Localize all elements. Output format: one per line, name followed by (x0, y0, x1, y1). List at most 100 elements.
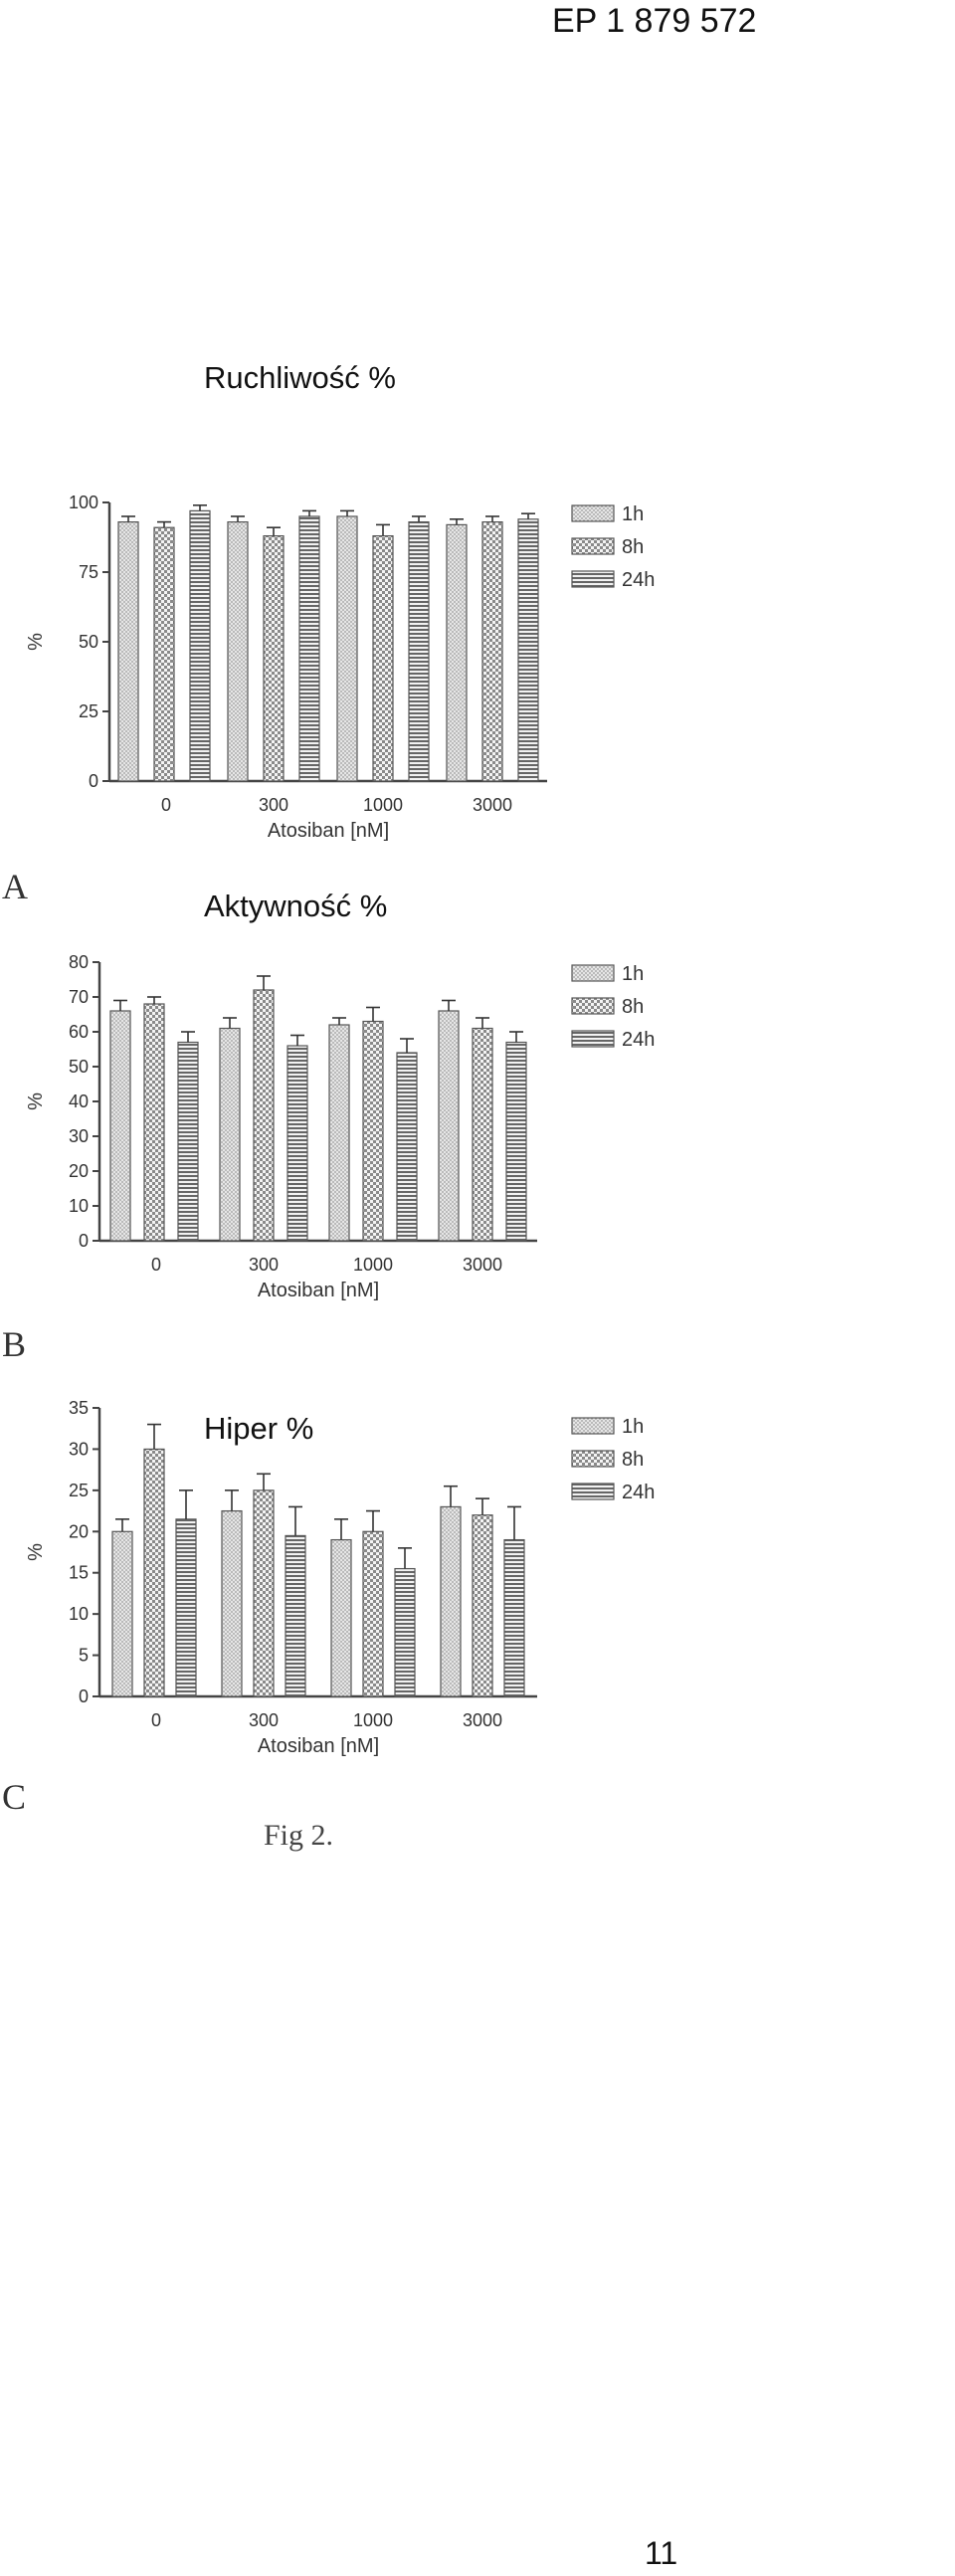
legend-label-1h: 1h (622, 503, 644, 525)
bar-8h-300 (253, 989, 275, 1242)
y-tick-label: 60 (69, 1022, 89, 1042)
legend-label-24h: 24h (622, 1482, 655, 1503)
panel-letter-b: B (2, 1324, 27, 1364)
bar-24h-1000 (394, 1567, 416, 1697)
y-tick-label: 20 (69, 1161, 89, 1181)
y-tick-label: 50 (69, 1057, 89, 1077)
bar-1h-3000 (440, 1505, 462, 1697)
bar-1h-0 (109, 1010, 131, 1242)
legend-swatch-1h (571, 964, 615, 982)
bar-8h-0 (143, 1003, 165, 1242)
bar-8h-3000 (481, 520, 503, 782)
bar-24h-300 (285, 1534, 306, 1697)
bar-1h-300 (219, 1027, 241, 1242)
y-axis-label: % (25, 633, 47, 651)
bar-8h-300 (253, 1489, 275, 1697)
legend-swatch-24h (571, 1483, 615, 1500)
y-tick-label: 70 (69, 987, 89, 1007)
y-tick-label: 30 (69, 1439, 89, 1459)
bar-24h-0 (175, 1518, 197, 1697)
bar-1h-3000 (446, 523, 468, 782)
legend-swatch-1h (571, 504, 615, 522)
x-tick-label: 3000 (463, 1255, 502, 1275)
y-tick-label: 25 (69, 1481, 89, 1500)
bar-1h-0 (111, 1530, 133, 1697)
bar-24h-1000 (408, 520, 430, 782)
x-tick-label: 1000 (353, 1255, 393, 1275)
chart-b-aktywnosc: 0 10 20 30 40 50 60 70 80% 0 300 1000 3000 Atosiban [… (25, 952, 655, 1301)
y-tick-label: 10 (69, 1604, 89, 1624)
bar-8h-1000 (362, 1020, 384, 1242)
y-tick-label: 10 (69, 1196, 89, 1216)
y-tick-label: 50 (79, 632, 98, 652)
figure-label: Fig 2. (264, 1819, 334, 1852)
x-tick-label: 0 (161, 795, 171, 815)
y-tick-label: 0 (79, 1686, 89, 1706)
bar-1h-1000 (336, 515, 358, 782)
x-tick-label: 1000 (363, 795, 403, 815)
y-tick-label: 25 (79, 701, 98, 721)
x-axis-label: Atosiban [nM] (258, 1280, 379, 1301)
legend-swatch-1h (571, 1417, 615, 1435)
legend-label-8h: 8h (622, 1449, 644, 1471)
x-tick-label: 300 (249, 1710, 279, 1730)
legend-swatch-8h (571, 997, 615, 1015)
bar-8h-300 (263, 534, 285, 782)
legend-label-8h: 8h (622, 536, 644, 558)
y-tick-label: 15 (69, 1563, 89, 1583)
bar-24h-3000 (503, 1538, 525, 1697)
x-tick-label: 300 (249, 1255, 279, 1275)
bar-24h-300 (298, 515, 320, 782)
legend-label-24h: 24h (622, 569, 655, 591)
bar-24h-3000 (505, 1041, 527, 1242)
chart-a-title: Ruchliwość % (204, 360, 396, 395)
bar-1h-3000 (438, 1010, 460, 1242)
bar-1h-300 (221, 1509, 243, 1697)
legend-label-1h: 1h (622, 963, 644, 985)
y-axis-label: % (25, 1092, 47, 1110)
x-tick-label: 3000 (463, 1710, 502, 1730)
bar-8h-3000 (472, 1514, 493, 1697)
page-number: 11 (645, 2535, 678, 2571)
y-tick-label: 40 (69, 1091, 89, 1111)
bar-1h-1000 (328, 1024, 350, 1242)
bar-24h-3000 (517, 518, 539, 782)
bar-8h-3000 (472, 1027, 493, 1242)
patent-number: EP 1 879 572 (552, 2, 757, 40)
bar-24h-0 (189, 509, 211, 782)
chart-b-title: Aktywność % (204, 889, 388, 923)
bar-24h-1000 (396, 1052, 418, 1242)
legend-label-1h: 1h (622, 1416, 644, 1438)
y-tick-label: 35 (69, 1398, 89, 1418)
y-tick-label: 75 (79, 562, 98, 582)
y-axis-label: % (25, 1543, 47, 1561)
y-tick-label: 5 (79, 1646, 89, 1666)
legend-swatch-8h (571, 537, 615, 555)
bar-8h-1000 (362, 1530, 384, 1697)
x-tick-label: 300 (259, 795, 288, 815)
y-tick-label: 100 (69, 493, 98, 512)
bar-24h-300 (286, 1045, 308, 1242)
x-axis-label: Atosiban [nM] (268, 820, 389, 842)
x-tick-label: 0 (151, 1255, 161, 1275)
legend-label-24h: 24h (622, 1029, 655, 1051)
y-tick-label: 80 (69, 952, 89, 972)
x-axis-label: Atosiban [nM] (258, 1735, 379, 1757)
chart-c-hiper: 0 5 10 15 20 25 30 35% 0 300 1000 3000 Atosiban [nM]… (25, 1398, 655, 1757)
bar-24h-0 (177, 1041, 199, 1242)
chart-a-ruchliwosc: 0 25 50 75 100% 0 300 1000 3000 Atosiban [nM] 1h 8h… (25, 493, 655, 842)
bar-8h-0 (153, 526, 175, 782)
x-tick-label: 3000 (473, 795, 512, 815)
legend-swatch-8h (571, 1450, 615, 1468)
bar-1h-1000 (330, 1538, 352, 1697)
bar-8h-0 (143, 1448, 165, 1697)
bar-1h-300 (227, 520, 249, 782)
legend-swatch-24h (571, 570, 615, 588)
bar-8h-1000 (372, 534, 394, 782)
y-tick-label: 0 (79, 1231, 89, 1251)
bar-1h-0 (117, 520, 139, 782)
legend-swatch-24h (571, 1030, 615, 1048)
legend-label-8h: 8h (622, 996, 644, 1018)
y-tick-label: 30 (69, 1126, 89, 1146)
panel-letter-a: A (2, 867, 28, 906)
